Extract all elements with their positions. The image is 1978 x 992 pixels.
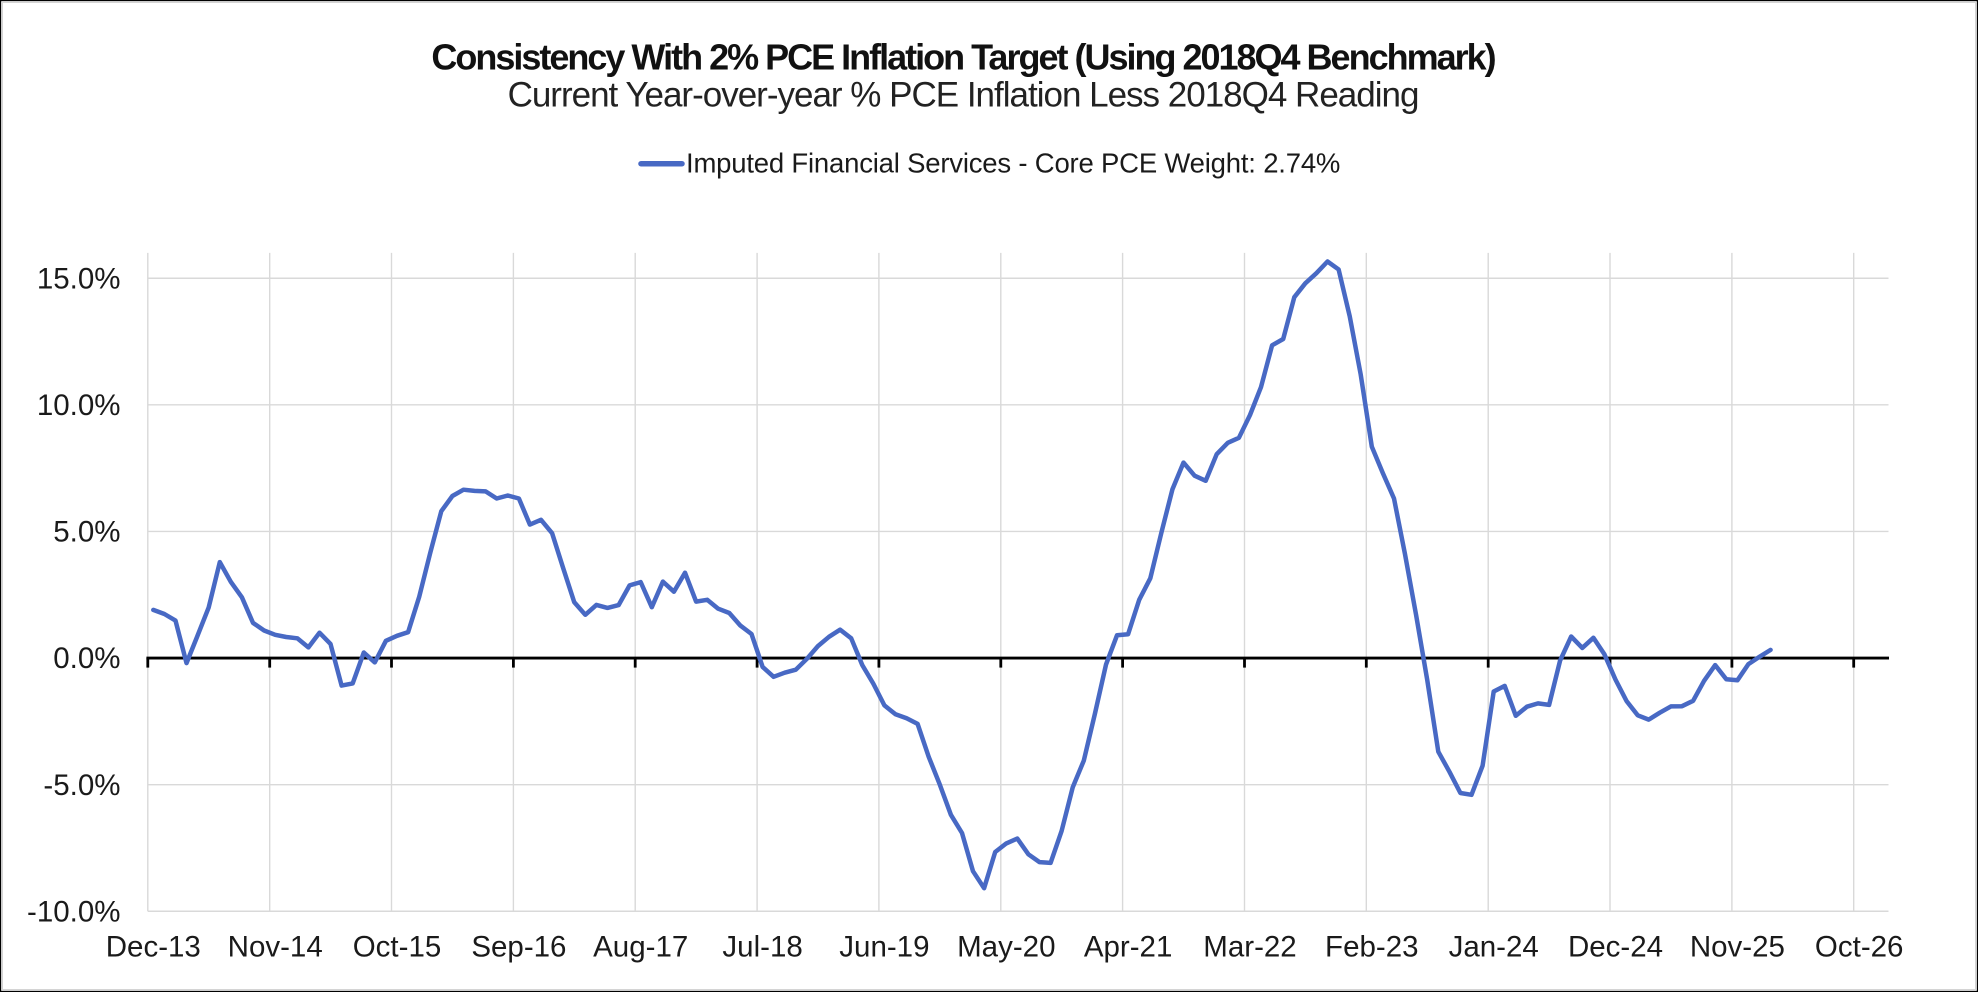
svg-text:10.0%: 10.0% <box>37 389 121 422</box>
svg-text:Feb-23: Feb-23 <box>1325 931 1418 964</box>
svg-text:5.0%: 5.0% <box>53 516 120 549</box>
svg-text:Dec-13: Dec-13 <box>106 931 201 964</box>
svg-text:Apr-21: Apr-21 <box>1084 931 1173 964</box>
svg-text:Oct-26: Oct-26 <box>1815 931 1904 964</box>
svg-text:-10.0%: -10.0% <box>27 896 120 929</box>
svg-text:Jan-24: Jan-24 <box>1449 931 1539 964</box>
svg-text:Dec-24: Dec-24 <box>1568 931 1663 964</box>
svg-text:Mar-22: Mar-22 <box>1203 931 1296 964</box>
svg-text:15.0%: 15.0% <box>37 262 121 295</box>
svg-text:Nov-25: Nov-25 <box>1690 931 1785 964</box>
svg-text:May-20: May-20 <box>957 931 1055 964</box>
svg-text:Jul-18: Jul-18 <box>722 931 802 964</box>
svg-text:Nov-14: Nov-14 <box>228 931 323 964</box>
svg-text:Sep-16: Sep-16 <box>471 931 566 964</box>
svg-text:0.0%: 0.0% <box>53 642 120 675</box>
svg-text:Current Year-over-year % PCE I: Current Year-over-year % PCE Inflation L… <box>508 76 1419 115</box>
svg-text:Jun-19: Jun-19 <box>839 931 929 964</box>
svg-text:Oct-15: Oct-15 <box>353 931 442 964</box>
svg-text:-5.0%: -5.0% <box>43 769 120 802</box>
svg-text:Consistency With 2% PCE Inflat: Consistency With 2% PCE Inflation Target… <box>431 37 1495 78</box>
svg-text:Aug-17: Aug-17 <box>593 931 688 964</box>
svg-text:Imputed Financial Services - C: Imputed Financial Services - Core PCE We… <box>686 148 1340 179</box>
